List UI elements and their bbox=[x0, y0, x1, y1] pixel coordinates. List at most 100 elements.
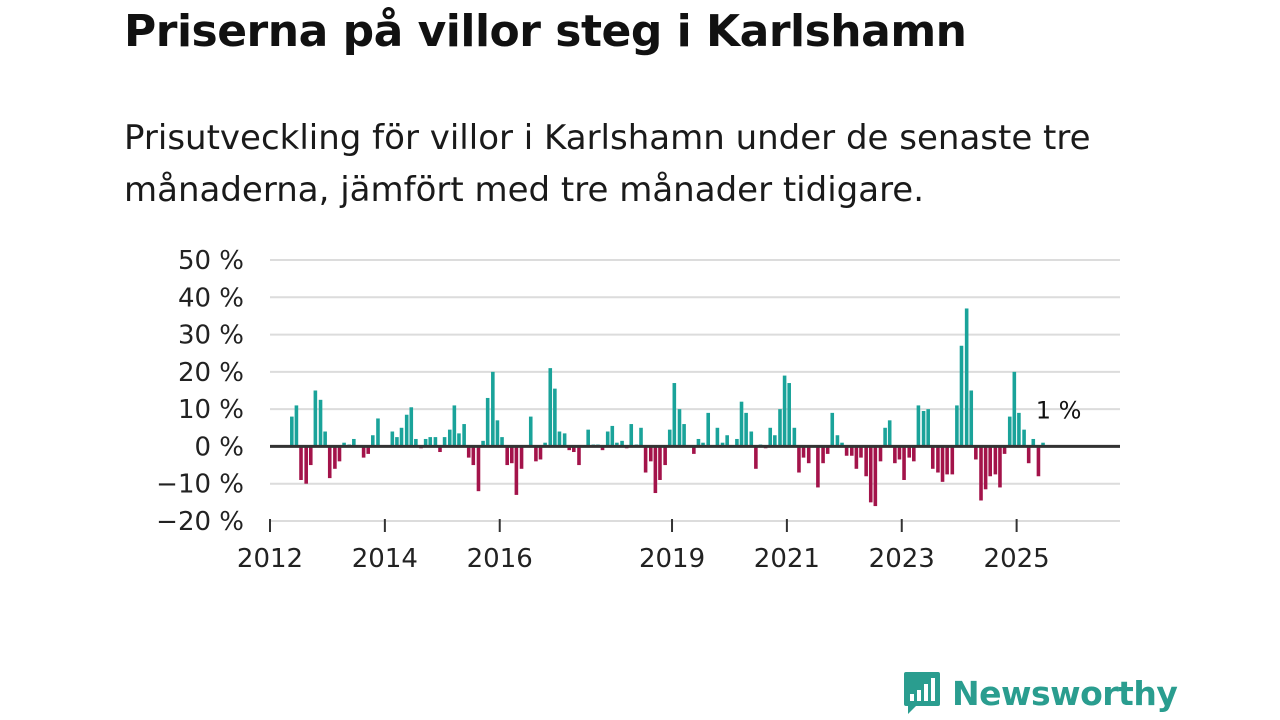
bar bbox=[395, 437, 399, 447]
bar bbox=[816, 446, 820, 488]
bar bbox=[643, 446, 648, 473]
bar bbox=[801, 446, 806, 458]
bar bbox=[294, 405, 299, 447]
bar bbox=[893, 446, 897, 464]
bar bbox=[534, 446, 538, 462]
bar bbox=[500, 437, 504, 447]
bar bbox=[897, 446, 902, 460]
bar bbox=[447, 429, 452, 447]
bar bbox=[735, 438, 739, 447]
bar bbox=[409, 407, 414, 447]
bar bbox=[916, 405, 921, 447]
bar bbox=[692, 446, 696, 454]
bar bbox=[696, 438, 701, 447]
bar bbox=[323, 431, 327, 447]
bar bbox=[519, 446, 524, 469]
bar bbox=[887, 420, 892, 447]
bar bbox=[371, 435, 375, 447]
bar bbox=[993, 446, 998, 475]
bar bbox=[677, 409, 682, 447]
bar bbox=[366, 446, 371, 454]
newsworthy-logo-icon bbox=[904, 672, 940, 714]
bar bbox=[715, 427, 720, 447]
bar bbox=[854, 446, 859, 469]
bar bbox=[442, 437, 447, 447]
bar bbox=[481, 440, 485, 447]
bar bbox=[667, 429, 672, 447]
bar bbox=[553, 388, 557, 447]
bar bbox=[940, 446, 945, 482]
bar bbox=[959, 345, 964, 447]
bar bbox=[433, 437, 438, 447]
bar bbox=[304, 446, 308, 484]
y-tick-label: −10 % bbox=[156, 470, 244, 500]
bar bbox=[337, 446, 342, 462]
bar bbox=[352, 438, 356, 447]
bar bbox=[423, 438, 428, 447]
bar bbox=[868, 446, 873, 503]
x-tick-label: 2021 bbox=[754, 544, 820, 574]
bar bbox=[313, 390, 318, 447]
bar bbox=[342, 442, 346, 447]
bar bbox=[1002, 446, 1007, 454]
bar bbox=[806, 446, 811, 464]
bar bbox=[744, 412, 748, 447]
bar bbox=[1007, 416, 1012, 447]
bar bbox=[572, 446, 576, 453]
bar bbox=[840, 442, 844, 447]
bar bbox=[787, 383, 791, 447]
bar bbox=[538, 446, 543, 460]
bar bbox=[620, 440, 624, 447]
bar bbox=[706, 412, 711, 447]
bar-series bbox=[290, 308, 1045, 507]
bar bbox=[648, 446, 653, 462]
bar bbox=[768, 427, 773, 447]
bar bbox=[333, 446, 337, 469]
x-tick-label: 2016 bbox=[467, 544, 533, 574]
bar bbox=[682, 424, 686, 447]
bar bbox=[509, 446, 514, 464]
bar bbox=[883, 427, 887, 447]
bar bbox=[639, 427, 643, 447]
bar bbox=[476, 446, 481, 492]
x-tick-label: 2025 bbox=[984, 544, 1050, 574]
bar bbox=[658, 446, 662, 480]
bar bbox=[672, 383, 677, 447]
bar bbox=[773, 435, 777, 447]
bar bbox=[1041, 442, 1045, 447]
bar bbox=[979, 446, 983, 501]
bar bbox=[428, 437, 433, 447]
bar bbox=[567, 446, 572, 451]
bar bbox=[452, 405, 457, 447]
y-tick-label: 40 % bbox=[178, 283, 244, 313]
bar bbox=[1017, 412, 1021, 447]
bar bbox=[543, 442, 547, 447]
bar bbox=[749, 431, 754, 447]
bar bbox=[835, 435, 840, 447]
bar bbox=[859, 446, 863, 458]
bar bbox=[974, 446, 978, 460]
bar bbox=[1026, 446, 1031, 464]
bar bbox=[936, 446, 940, 473]
bar bbox=[514, 446, 519, 495]
bar bbox=[653, 446, 658, 494]
bar bbox=[376, 418, 380, 447]
bar bbox=[438, 446, 442, 453]
bar-chart: 50 % 40 % 30 % 20 % 10 % 0 % −10 % −20 % 2012 201… bbox=[156, 246, 1120, 574]
bar bbox=[629, 424, 634, 447]
bar bbox=[792, 427, 797, 447]
newsworthy-logo-text: Newsworthy bbox=[952, 673, 1178, 713]
newsworthy-logo: Newsworthy bbox=[902, 670, 1178, 716]
bar bbox=[778, 409, 782, 447]
bar bbox=[491, 371, 495, 447]
bar bbox=[797, 446, 801, 473]
bar bbox=[1022, 429, 1026, 447]
y-tick-label: −20 % bbox=[156, 507, 244, 537]
bar bbox=[1036, 446, 1041, 477]
bar bbox=[849, 446, 854, 456]
bar bbox=[873, 446, 878, 507]
bar bbox=[921, 411, 926, 447]
bar bbox=[399, 427, 404, 447]
bar bbox=[1012, 371, 1017, 447]
bar bbox=[950, 446, 955, 475]
